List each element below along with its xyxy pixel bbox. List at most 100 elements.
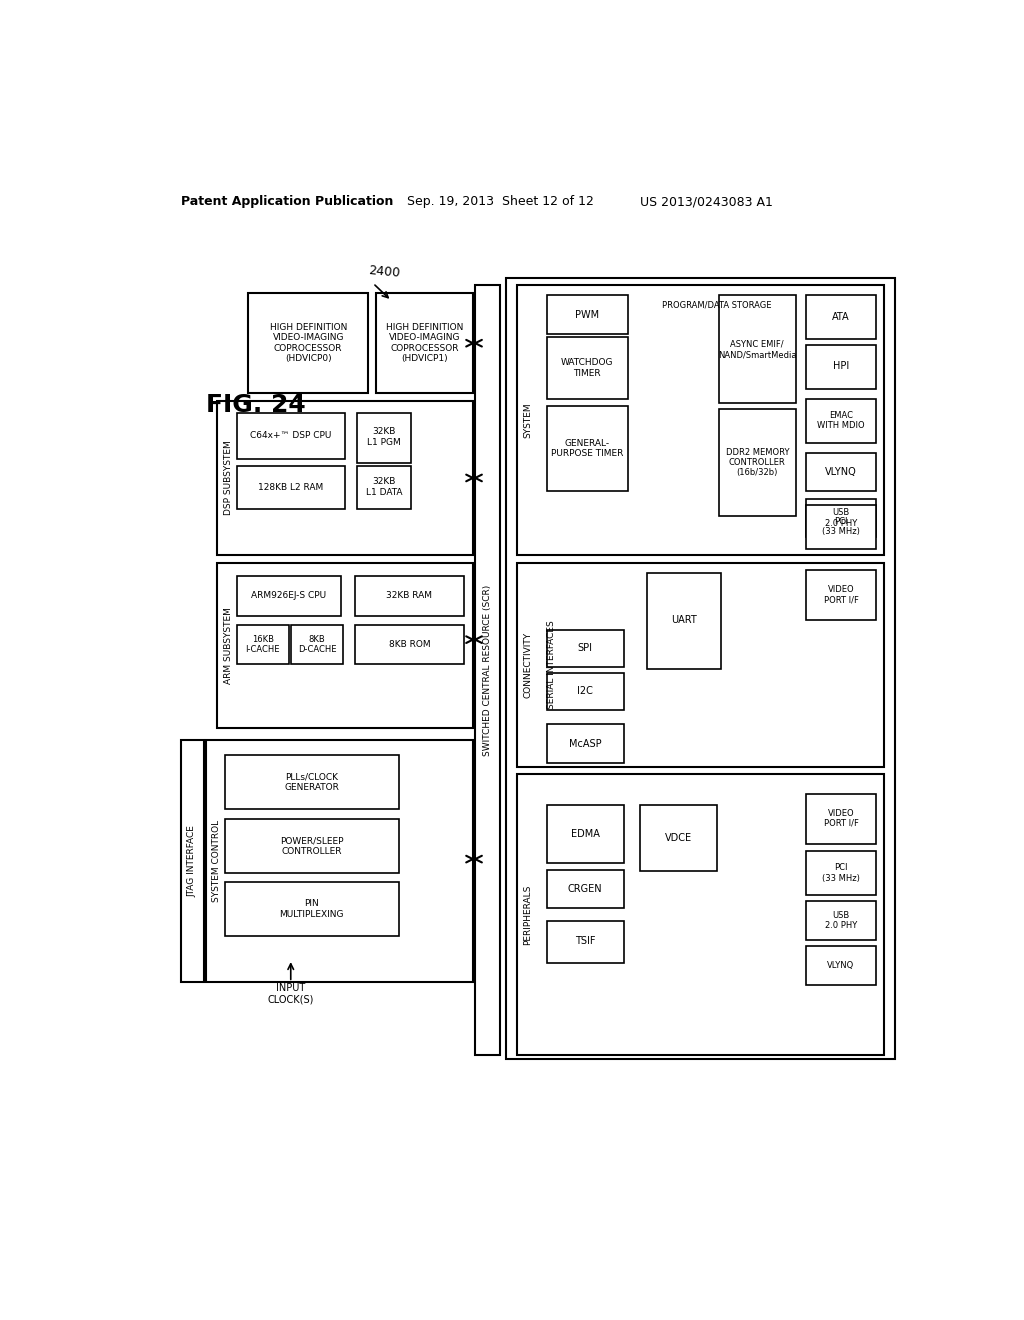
Text: 128KB L2 RAM: 128KB L2 RAM — [258, 483, 324, 491]
Text: VLYNQ: VLYNQ — [825, 467, 857, 477]
Bar — [547, 921, 624, 964]
Text: HIGH DEFINITION
VIDEO-IMAGING
COPROCESSOR
(HDVICP1): HIGH DEFINITION VIDEO-IMAGING COPROCESSO… — [386, 323, 463, 363]
Bar — [547, 870, 624, 908]
Text: UART: UART — [671, 615, 696, 626]
Text: ARM SUBSYSTEM: ARM SUBSYSTEM — [224, 607, 233, 684]
Text: PCI
(33 MHz): PCI (33 MHz) — [822, 863, 860, 883]
Bar — [217, 401, 473, 554]
Text: 16KB
I-CACHE: 16KB I-CACHE — [246, 635, 281, 653]
Bar — [547, 630, 624, 667]
Text: INPUT
CLOCK(S): INPUT CLOCK(S) — [267, 983, 314, 1005]
Text: FIG. 24: FIG. 24 — [206, 393, 305, 417]
Text: WATCHDOG
TIMER: WATCHDOG TIMER — [560, 358, 613, 378]
Bar — [217, 562, 473, 729]
Bar — [640, 805, 717, 871]
Bar — [647, 573, 721, 669]
Bar — [547, 725, 624, 763]
Text: DDR2 MEMORY
CONTROLLER
(16b/32b): DDR2 MEMORY CONTROLLER (16b/32b) — [726, 447, 790, 478]
Bar — [206, 739, 473, 982]
Bar — [806, 851, 876, 895]
Text: CONNECTIVITY: CONNECTIVITY — [523, 631, 532, 698]
Text: VLYNQ: VLYNQ — [827, 961, 855, 970]
Text: PLLs/CLOCK
GENERATOR: PLLs/CLOCK GENERATOR — [285, 772, 339, 792]
Text: EMAC
WITH MDIO: EMAC WITH MDIO — [817, 411, 865, 430]
Bar — [547, 805, 624, 863]
Text: TSIF: TSIF — [575, 936, 596, 946]
Bar — [180, 739, 204, 982]
Text: PCI
(33 MHz): PCI (33 MHz) — [822, 516, 860, 536]
Bar — [291, 626, 343, 664]
Bar — [225, 818, 399, 873]
Bar — [806, 499, 876, 537]
Text: VIDEO
PORT I/F: VIDEO PORT I/F — [823, 585, 858, 605]
Text: PWM: PWM — [574, 310, 599, 319]
Text: JTAG INTERFACE: JTAG INTERFACE — [187, 825, 197, 898]
Text: PIN
MULTIPLEXING: PIN MULTIPLEXING — [280, 899, 344, 919]
Bar — [806, 793, 876, 843]
Bar — [237, 466, 345, 508]
Text: SPI: SPI — [578, 643, 593, 653]
Bar — [806, 453, 876, 491]
Text: VDCE: VDCE — [665, 833, 692, 842]
Bar — [355, 626, 464, 664]
Text: C64x+™ DSP CPU: C64x+™ DSP CPU — [250, 432, 332, 440]
Text: EDMA: EDMA — [570, 829, 600, 838]
Bar — [806, 946, 876, 985]
Bar — [248, 293, 369, 393]
Bar — [237, 576, 341, 615]
Bar — [806, 399, 876, 442]
Text: Sep. 19, 2013  Sheet 12 of 12: Sep. 19, 2013 Sheet 12 of 12 — [407, 195, 594, 209]
Text: 2400: 2400 — [369, 264, 401, 280]
Text: USB
2.0 PHY: USB 2.0 PHY — [825, 508, 857, 528]
Bar — [806, 296, 876, 339]
Bar — [547, 337, 628, 399]
Bar — [237, 412, 345, 459]
Bar — [225, 882, 399, 936]
Text: ARM926EJ-S CPU: ARM926EJ-S CPU — [251, 591, 326, 601]
Text: POWER/SLEEP
CONTROLLER: POWER/SLEEP CONTROLLER — [280, 837, 343, 855]
Text: HIGH DEFINITION
VIDEO-IMAGING
COPROCESSOR
(HDVICP0): HIGH DEFINITION VIDEO-IMAGING COPROCESSO… — [269, 323, 347, 363]
Bar — [356, 412, 411, 462]
Text: SYSTEM CONTROL: SYSTEM CONTROL — [212, 820, 221, 902]
Bar — [806, 345, 876, 388]
Bar — [355, 576, 464, 615]
Bar — [225, 755, 399, 809]
Bar — [376, 293, 473, 393]
Bar — [719, 409, 796, 516]
Text: ATA: ATA — [833, 312, 850, 322]
Bar — [547, 296, 628, 334]
Bar — [237, 626, 289, 664]
Text: HPI: HPI — [833, 362, 849, 371]
Text: DSP SUBSYSTEM: DSP SUBSYSTEM — [224, 441, 233, 515]
Bar — [517, 775, 884, 1056]
Text: USB
2.0 PHY: USB 2.0 PHY — [825, 911, 857, 931]
Text: US 2013/0243083 A1: US 2013/0243083 A1 — [640, 195, 772, 209]
Bar — [547, 407, 628, 491]
Text: PERIPHERALS: PERIPHERALS — [523, 884, 532, 945]
Text: SERIAL INTERFACES: SERIAL INTERFACES — [548, 620, 556, 709]
Bar — [806, 902, 876, 940]
Text: GENERAL-
PURPOSE TIMER: GENERAL- PURPOSE TIMER — [551, 440, 623, 458]
Text: 32KB
L1 DATA: 32KB L1 DATA — [366, 478, 402, 496]
Text: VIDEO
PORT I/F: VIDEO PORT I/F — [823, 809, 858, 828]
Text: 32KB RAM: 32KB RAM — [386, 591, 432, 601]
Text: I2C: I2C — [578, 686, 593, 696]
Text: Patent Application Publication: Patent Application Publication — [180, 195, 393, 209]
Text: PROGRAM/DATA STORAGE: PROGRAM/DATA STORAGE — [663, 301, 772, 310]
Text: SWITCHED CENTRAL RESOURCE (SCR): SWITCHED CENTRAL RESOURCE (SCR) — [483, 585, 493, 756]
Text: 8KB
D-CACHE: 8KB D-CACHE — [298, 635, 336, 653]
Text: CRGEN: CRGEN — [568, 884, 602, 894]
Text: 8KB ROM: 8KB ROM — [388, 640, 430, 648]
Bar — [719, 296, 796, 404]
Bar — [517, 562, 884, 767]
Bar — [506, 277, 895, 1059]
Bar — [475, 285, 500, 1056]
Text: ASYNC EMIF/
NAND/SmartMedia: ASYNC EMIF/ NAND/SmartMedia — [718, 339, 797, 359]
Bar — [517, 285, 884, 554]
Text: 32KB
L1 PGM: 32KB L1 PGM — [367, 428, 400, 447]
Bar — [806, 506, 876, 549]
Bar — [806, 570, 876, 620]
Bar — [547, 673, 624, 710]
Text: McASP: McASP — [569, 739, 601, 748]
Text: SYSTEM: SYSTEM — [523, 403, 532, 438]
